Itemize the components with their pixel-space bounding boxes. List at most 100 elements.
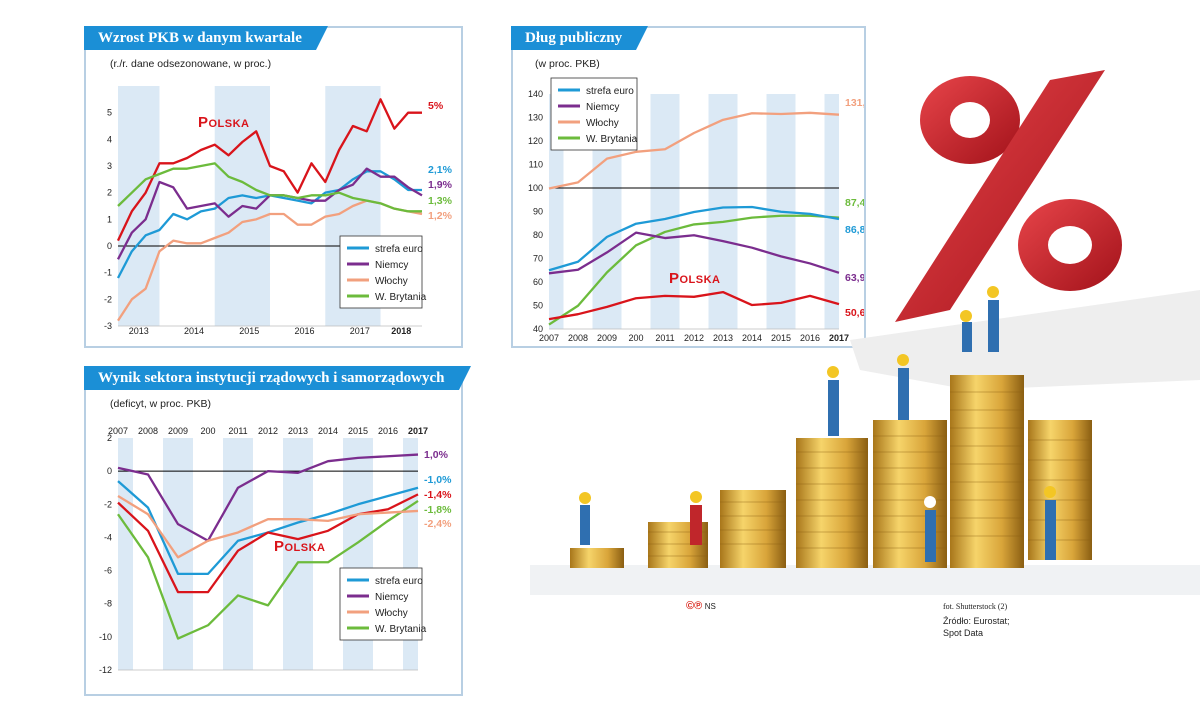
legend-label-wlochy: Włochy: [375, 276, 408, 287]
end-label-strefa_euro: 2,1%: [428, 164, 453, 176]
x-tick-label: 2011: [655, 333, 674, 343]
legend-label-strefa_euro: strefa euro: [375, 244, 423, 255]
deficit-subtitle: (deficyt, w proc. PKB): [110, 398, 211, 410]
public-debt-panel: Dług publiczny (w proc. PKB) 40 50 60 70 80 9…: [511, 26, 866, 348]
copyright-credit: ©℗ NS: [686, 600, 716, 612]
y-tick-label: 40: [533, 324, 543, 334]
y-tick-label: 70: [533, 254, 543, 264]
band: [223, 438, 253, 670]
y-tick-label: -2: [104, 499, 112, 509]
series-line-niemcy: [548, 231, 840, 275]
polska-label: Polska: [198, 114, 250, 131]
legend-label-wbrytania: W. Brytania: [375, 624, 427, 635]
end-label-wlochy: 1,2%: [428, 210, 453, 222]
y-tick-label: 2: [107, 188, 112, 198]
source-line-1: Źródło: Eurostat;: [943, 616, 1010, 626]
series-line-wlochy: [117, 495, 419, 559]
x-tick-label: 2011: [228, 426, 247, 436]
series-line-wbrytania: [117, 500, 419, 640]
y-tick-label: -3: [104, 321, 112, 331]
polska-label: Polska: [669, 270, 721, 287]
series-line-polska: [116, 98, 422, 242]
y-tick-label: 110: [529, 160, 543, 170]
x-tick-label: 2012: [258, 426, 278, 436]
legend-label-wbrytania: W. Brytania: [586, 134, 638, 145]
y-tick-label: 5: [107, 108, 112, 118]
y-tick-label: 0: [107, 466, 112, 476]
x-tick-label: 2016: [295, 326, 315, 336]
y-tick-label: -4: [104, 532, 112, 542]
end-label-strefa_euro: 86,8%: [845, 224, 864, 236]
y-tick-label: 100: [528, 183, 543, 193]
end-label-wbrytania: 87,4%: [845, 197, 864, 209]
x-tick-label: 2008: [138, 426, 158, 436]
x-tick-label: 2014: [184, 326, 204, 336]
y-tick-label: -12: [99, 665, 112, 675]
gdp-growth-subtitle: (r./r. dane odsezonowane, w proc.): [110, 58, 272, 70]
x-tick-label: 2007: [108, 426, 128, 436]
y-tick-label: -8: [104, 599, 112, 609]
y-tick-label: 2: [107, 433, 112, 443]
legend-label-niemcy: Niemcy: [375, 260, 408, 271]
coins-percent-illustration: [530, 70, 1200, 595]
y-tick-label: -1: [104, 268, 112, 278]
y-tick-label: 3: [107, 161, 112, 171]
series-line-polska: [548, 290, 840, 321]
series-line-wlochy: [548, 111, 840, 190]
y-tick-label: 50: [533, 301, 543, 311]
end-label-polska: 50,6%: [845, 307, 864, 319]
end-label-wlochy: 131,2%: [845, 97, 864, 109]
x-tick-label: 2013: [713, 333, 733, 343]
end-label-wbrytania: -1,8%: [424, 504, 452, 516]
x-tick-label: 2017: [408, 426, 428, 436]
y-tick-label: -10: [99, 632, 112, 642]
band: [118, 86, 160, 326]
legend-label-wlochy: Włochy: [375, 608, 408, 619]
y-tick-label: 140: [528, 89, 543, 99]
legend-label-niemcy: Niemcy: [375, 592, 408, 603]
photo-credit: fot. Shutterstock (2): [943, 602, 1008, 611]
legend-label-strefa_euro: strefa euro: [586, 86, 634, 97]
end-label-niemcy: 1,0%: [424, 449, 449, 461]
ns-credit: NS: [704, 602, 716, 611]
legend-label-wbrytania: W. Brytania: [375, 292, 427, 303]
deficit-title: Wynik sektora instytucji rządowych i sam…: [84, 366, 471, 390]
x-tick-label: 2016: [800, 333, 820, 343]
y-tick-label: 130: [528, 113, 543, 123]
end-label-strefa_euro: -1,0%: [424, 474, 452, 486]
y-tick-label: 120: [528, 136, 543, 146]
y-tick-label: 1: [107, 214, 112, 224]
legend-label-niemcy: Niemcy: [586, 102, 619, 113]
series-line-niemcy: [117, 453, 419, 542]
end-label-wlochy: -2,4%: [424, 518, 452, 530]
x-tick-label: 2014: [318, 426, 338, 436]
end-label-niemcy: 63,9%: [845, 272, 864, 284]
x-tick-label: 2018: [391, 326, 411, 336]
legend-label-wlochy: Włochy: [586, 118, 619, 129]
x-tick-label: 2009: [597, 333, 617, 343]
y-tick-label: 0: [107, 241, 112, 251]
band: [708, 94, 738, 329]
end-label-polska: -1,4%: [424, 489, 452, 501]
band: [118, 438, 133, 670]
gdp-growth-panel: Wzrost PKB w danym kwartale (r./r. dane …: [84, 26, 463, 348]
y-tick-label: -2: [104, 294, 112, 304]
gdp-growth-title: Wzrost PKB w danym kwartale: [84, 26, 328, 50]
x-tick-label: 2017: [829, 333, 849, 343]
coin-stacks: [570, 375, 1092, 568]
public-debt-subtitle: (w proc. PKB): [535, 58, 600, 70]
y-tick-label: 60: [533, 277, 543, 287]
y-tick-label: 80: [533, 230, 543, 240]
copyright-mark: ©℗: [686, 600, 703, 612]
worker-figures: [579, 286, 1056, 562]
public-debt-chart: 40 50 60 70 80 90 100 110 120 130 140 2007 2008 2009 2…: [528, 77, 864, 343]
y-tick-label: -6: [104, 566, 112, 576]
x-tick-label: 2009: [168, 426, 188, 436]
series-line-strefa_euro: [548, 205, 840, 272]
source-line-2: Spot Data: [943, 628, 984, 638]
band: [283, 438, 313, 670]
gdp-growth-chart: -3 -2 -1 0 1 2 3 4 5 2013 2014 2015 2016 2017 2018 5% 2,…: [104, 86, 453, 336]
x-tick-label: 2008: [568, 333, 588, 343]
x-tick-label: 2015: [348, 426, 368, 436]
end-label-niemcy: 1,9%: [428, 179, 453, 191]
